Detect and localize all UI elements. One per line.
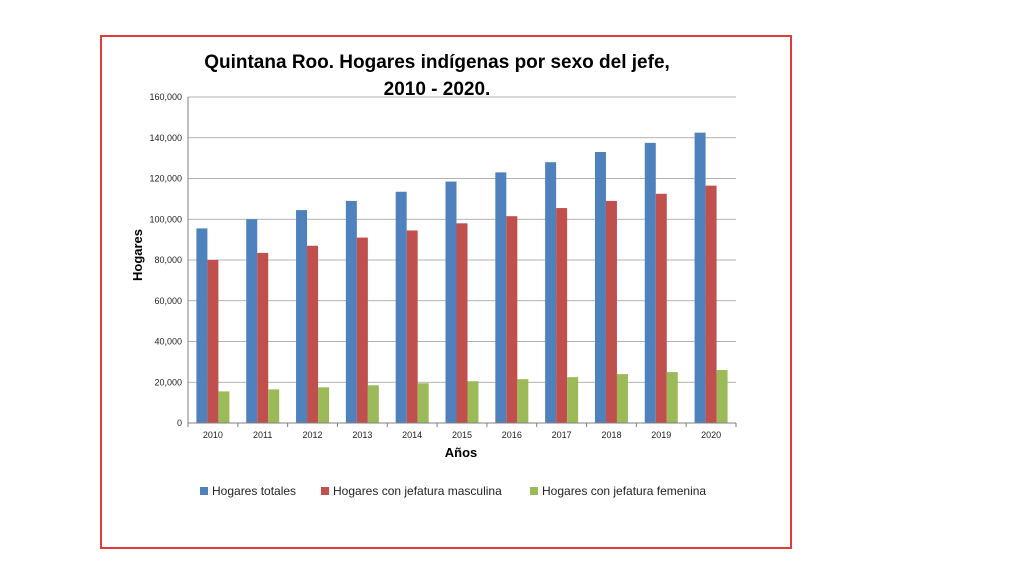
bar-2018-1: [594, 152, 606, 423]
y-tick-label: 80,000: [154, 255, 182, 265]
bar-2014-1: [395, 191, 407, 423]
bars: [196, 132, 728, 423]
x-tick-label: 2014: [402, 430, 422, 440]
axes: 0 20,000 40,000 60,000 80,000 100,000 120,000 1…: [149, 92, 737, 440]
bar-2016-1: [495, 172, 507, 423]
legend-swatch: [321, 487, 329, 495]
y-tick-label: 0: [177, 418, 182, 428]
chart: Quintana Roo. Hogares indígenas por sexo…: [130, 52, 737, 498]
y-tick-label: 60,000: [154, 296, 182, 306]
x-tick-label: 2019: [651, 430, 671, 440]
bar-2014-3: [417, 383, 429, 423]
bar-2017-2: [556, 208, 568, 423]
legend-swatch: [530, 487, 538, 495]
y-tick-label: 100,000: [149, 214, 182, 224]
x-tick-label: 2018: [601, 430, 621, 440]
x-tick-label: 2020: [701, 430, 721, 440]
y-tick-label: 40,000: [154, 337, 182, 347]
bar-2015-3: [467, 381, 479, 423]
bar-2013-3: [367, 385, 379, 423]
legend: Hogares totales Hogares con jefatura masc…: [200, 484, 706, 498]
bar-2020-2: [705, 185, 717, 423]
bar-2010-3: [218, 391, 230, 423]
bar-2015-1: [445, 181, 457, 423]
y-tick-label: 160,000: [149, 92, 182, 102]
x-axis-label: Años: [445, 445, 478, 460]
bar-2020-1: [694, 132, 706, 423]
bar-2019-3: [666, 372, 678, 423]
x-tick-label: 2013: [352, 430, 372, 440]
bar-2014-2: [406, 230, 418, 423]
legend-label: Hogares con jefatura masculina: [333, 484, 502, 498]
bar-2018-3: [616, 374, 628, 423]
chart-frame: Quintana Roo. Hogares indígenas por sexo…: [100, 35, 792, 549]
bar-2016-2: [506, 216, 518, 423]
x-tick-label: 2016: [502, 430, 522, 440]
bar-2015-2: [456, 223, 468, 423]
legend-label: Hogares con jefatura femenina: [542, 484, 706, 498]
y-axis-label: Hogares: [130, 229, 145, 281]
legend-swatch: [200, 487, 208, 495]
bar-2010-1: [196, 228, 208, 423]
y-tick-label: 120,000: [149, 174, 182, 184]
bar-2016-3: [517, 379, 529, 423]
bar-2012-2: [307, 245, 319, 423]
bar-2019-1: [644, 142, 656, 423]
bar-2020-3: [716, 370, 728, 423]
x-tick-label: 2017: [552, 430, 572, 440]
x-tick-label: 2012: [303, 430, 323, 440]
bar-2010-2: [207, 260, 219, 423]
bar-2012-1: [296, 210, 308, 423]
bar-2017-1: [545, 162, 557, 423]
bar-2011-3: [268, 389, 280, 423]
x-tick-label: 2011: [253, 430, 272, 440]
bar-2018-2: [605, 200, 617, 423]
x-tick-label: 2015: [452, 430, 472, 440]
bar-2013-1: [345, 200, 357, 423]
bar-2017-3: [567, 377, 579, 423]
x-tick-label: 2010: [203, 430, 223, 440]
bar-2019-2: [655, 193, 667, 423]
chart-title-line1: Quintana Roo. Hogares indígenas por sexo…: [204, 52, 670, 73]
bar-2011-2: [257, 252, 269, 423]
bar-2011-1: [246, 219, 258, 423]
y-tick-label: 140,000: [149, 133, 182, 143]
bar-2012-3: [318, 387, 330, 423]
legend-label: Hogares totales: [212, 484, 296, 498]
bar-2013-2: [356, 237, 368, 423]
chart-title-line2: 2010 - 2020.: [384, 79, 491, 100]
y-tick-label: 20,000: [154, 377, 182, 387]
